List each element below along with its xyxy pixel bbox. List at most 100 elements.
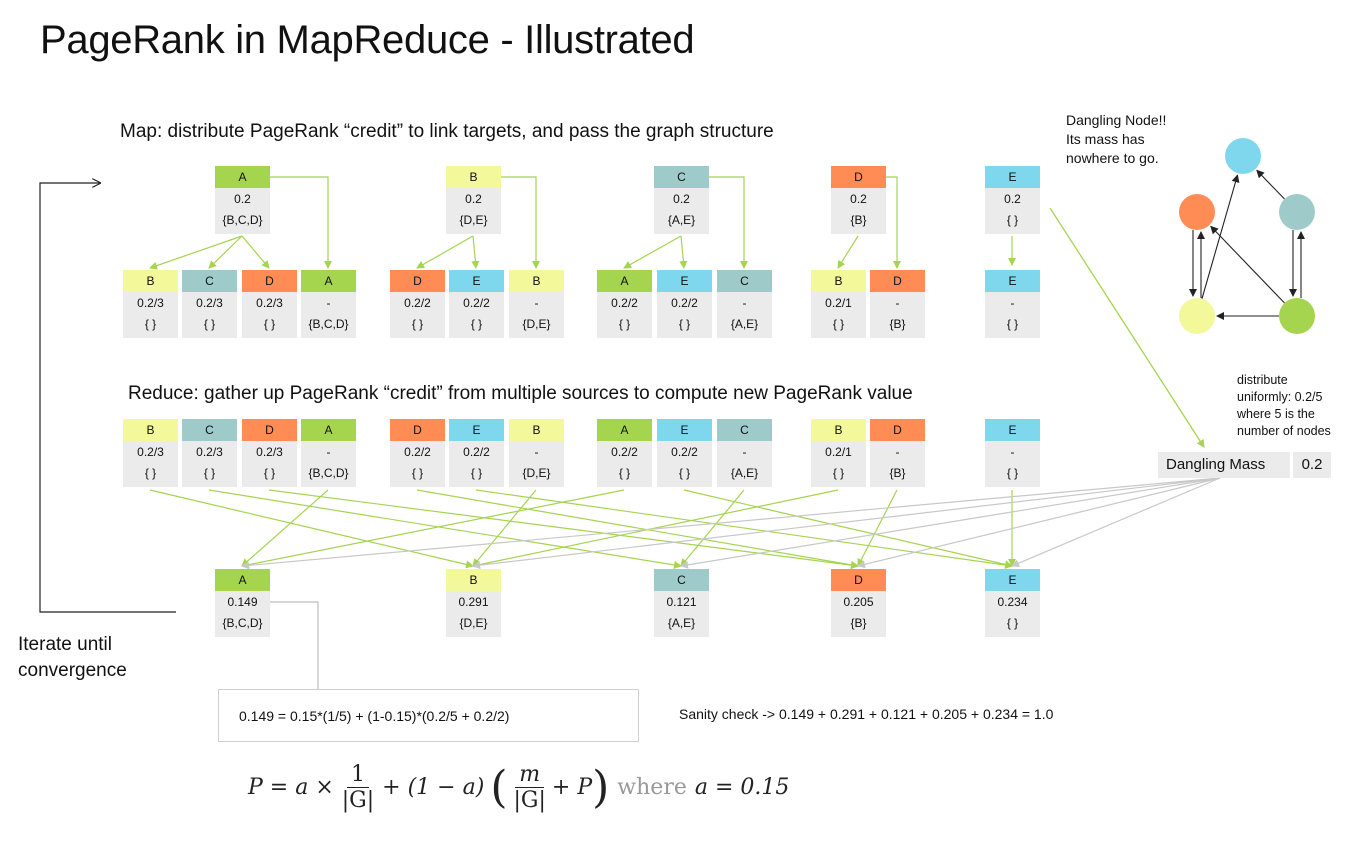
adjacency-list: { }: [832, 317, 845, 331]
shuffle-arrow-to-C: [208, 489, 682, 569]
shuffle-arrow-to-E: [683, 489, 1013, 569]
formula-tail: + P: [551, 775, 593, 800]
node-label: C: [182, 419, 237, 441]
reduce-output-card-E: E 0.234 { }: [985, 569, 1040, 637]
rank-value: 0.2/3: [256, 296, 283, 310]
frac2-denominator: |G|: [513, 788, 546, 813]
node-label: B: [811, 270, 866, 292]
node-label: A: [215, 569, 270, 591]
rank-value: -: [742, 296, 747, 310]
rank-value: 0.2/2: [671, 296, 698, 310]
rank-value: -: [742, 445, 747, 459]
node-label: E: [657, 419, 712, 441]
page-title: PageRank in MapReduce - Illustrated: [40, 18, 695, 62]
rank-value: 0.205: [843, 595, 874, 609]
adjacency-list: { }: [678, 317, 691, 331]
rank-value: 0.2: [673, 192, 690, 206]
adjacency-list: {D,E}: [459, 213, 488, 227]
adjacency-list: {A,E}: [730, 317, 759, 331]
node-label: E: [449, 419, 504, 441]
map-credit-arrow: [416, 235, 474, 269]
rank-value: 0.2/1: [825, 296, 852, 310]
graph-node-D: [1179, 194, 1215, 230]
reduce-input-card: E 0.2/2 { }: [657, 419, 712, 487]
node-label: B: [446, 569, 501, 591]
node-label: E: [657, 270, 712, 292]
node-label: B: [123, 270, 178, 292]
reduce-input-card: C - {A,E}: [717, 419, 772, 487]
shuffle-arrow-to-D: [416, 489, 859, 569]
formula-lhs: P = a ×: [248, 775, 334, 800]
graph-node-B: [1179, 298, 1215, 334]
shuffle-arrow-to-D: [268, 489, 859, 570]
node-label: B: [509, 270, 564, 292]
reduce-input-card: B 0.2/1 { }: [811, 419, 866, 487]
dangling-mass-arrow: [472, 477, 1221, 570]
formula-fraction-2: m |G|: [513, 762, 545, 813]
map-credit-arrow: [471, 235, 480, 269]
map-heading: Map: distribute PageRank “credit” to lin…: [120, 121, 774, 142]
rank-value: -: [326, 296, 331, 310]
dangling-arrow: [1049, 207, 1205, 448]
map-output-card: A 0.2/2 { }: [597, 270, 652, 338]
map-output-card: D - {B}: [870, 270, 925, 338]
node-label: D: [390, 270, 445, 292]
rank-value: 0.149: [227, 595, 258, 609]
reduce-input-card: E - { }: [985, 419, 1040, 487]
adjacency-list: {B,C,D}: [222, 213, 263, 227]
reduce-input-card: B 0.2/3 { }: [123, 419, 178, 487]
map-structure-arrow: [886, 176, 901, 269]
map-input-card-E: E 0.2 { }: [985, 166, 1040, 234]
rank-value: 0.2/2: [404, 445, 431, 459]
node-label: E: [985, 569, 1040, 591]
adjacency-list: { }: [1006, 317, 1019, 331]
rank-value: 0.234: [997, 595, 1028, 609]
shuffle-arrow-to-B: [472, 489, 537, 567]
rank-value: 0.2/3: [196, 445, 223, 459]
shuffle-arrow-to-B: [149, 489, 474, 569]
map-credit-arrow: [241, 235, 270, 269]
graph-node-A: [1279, 298, 1315, 334]
rank-value: 0.2/3: [137, 296, 164, 310]
formula-example: 0.149 = 0.15*(1/5) + (1-0.15)*(0.2/5 + 0…: [239, 708, 510, 724]
adjacency-list: { }: [470, 466, 483, 480]
shuffle-arrow-to-A: [241, 489, 625, 569]
rank-value: 0.2/2: [463, 445, 490, 459]
graph-edge-C-E: [1256, 169, 1285, 200]
adjacency-list: {B}: [850, 213, 867, 227]
adjacency-list: {B}: [889, 317, 906, 331]
rank-value: 0.2/2: [463, 296, 490, 310]
adjacency-list: { }: [618, 466, 631, 480]
rank-value: 0.2: [1004, 192, 1021, 206]
adjacency-list: { }: [411, 466, 424, 480]
shuffle-arrow-to-E: [475, 489, 1013, 569]
map-output-card: E - { }: [985, 270, 1040, 338]
formula-paren-close: ): [592, 762, 610, 813]
rank-value: 0.2: [465, 192, 482, 206]
rank-value: -: [1010, 296, 1015, 310]
formula-example-box: 0.149 = 0.15*(1/5) + (1-0.15)*(0.2/5 + 0…: [218, 689, 639, 742]
reduce-output-card-C: C 0.121 {A,E}: [654, 569, 709, 637]
adjacency-list: { }: [203, 317, 216, 331]
map-output-card: B 0.2/1 { }: [811, 270, 866, 338]
sanity-check: Sanity check -> 0.149 + 0.291 + 0.121 + …: [679, 706, 1054, 722]
reduce-input-card: C 0.2/3 { }: [182, 419, 237, 487]
node-label: C: [654, 166, 709, 188]
map-output-card: B 0.2/3 { }: [123, 270, 178, 338]
dangling-mass-arrow: [680, 477, 1221, 569]
rank-value: 0.2/2: [611, 296, 638, 310]
adjacency-list: {B,C,D}: [222, 616, 263, 630]
dangling-mass-box: Dangling Mass 0.2: [1158, 452, 1331, 478]
iterate-loop-arrow: [39, 183, 176, 613]
map-output-card: D 0.2/2 { }: [390, 270, 445, 338]
node-label: E: [985, 270, 1040, 292]
pagerank-formula: P = a × 1 |G| + (1 − a) ( m |G| + P ) wh…: [248, 762, 789, 813]
node-label: B: [123, 419, 178, 441]
dangling-mass-arrow: [1011, 477, 1221, 567]
adjacency-list: { }: [832, 466, 845, 480]
graph-edge-B-E: [1201, 174, 1240, 299]
dangling-mass-arrow: [857, 477, 1221, 569]
node-label: A: [597, 270, 652, 292]
node-label: E: [449, 270, 504, 292]
